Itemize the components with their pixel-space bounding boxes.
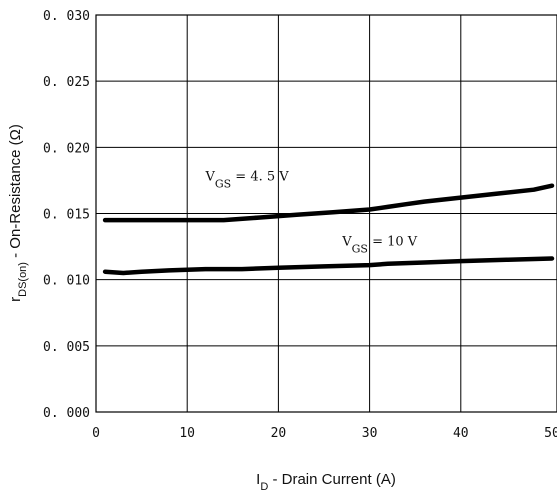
x-tick-label: 50	[544, 426, 557, 441]
annotations: VGS = 4. 5 V VGS = 10 V	[204, 169, 417, 254]
y-tick-label: 0. 020	[43, 141, 90, 156]
series-line-2	[102, 256, 555, 276]
grid-lines	[96, 15, 557, 412]
x-axis-title: ID - Drain Current (A)	[256, 471, 396, 493]
y-tick-label: 0. 005	[43, 340, 90, 355]
series-group	[102, 183, 555, 276]
plot-frame	[95, 14, 557, 413]
y-tick-label: 0. 000	[43, 406, 90, 421]
x-tick-label: 10	[179, 426, 195, 441]
y-tick-label: 0. 030	[43, 9, 90, 24]
y-tick-label: 0. 015	[43, 208, 90, 223]
y-tick-label: 0. 010	[43, 274, 90, 289]
y-tick-label: 0. 025	[43, 75, 90, 90]
x-tick-label: 20	[271, 426, 287, 441]
y-axis-title: rDS(on) - On-Resistance (Ω)	[7, 124, 29, 302]
x-tick-label: 40	[453, 426, 469, 441]
annotation-label-1: VGS = 4. 5 V	[204, 169, 289, 190]
series-line-1	[102, 183, 555, 223]
annotation-label-2: VGS = 10 V	[341, 234, 418, 255]
y-tick-labels: 0. 000 0. 005 0. 010 0. 015 0. 020 0. 025 0. 0…	[43, 9, 90, 421]
x-tick-label: 30	[362, 426, 378, 441]
x-tick-label: 0	[92, 426, 100, 441]
x-tick-labels: 0 10 20 30 40 50	[92, 426, 557, 441]
